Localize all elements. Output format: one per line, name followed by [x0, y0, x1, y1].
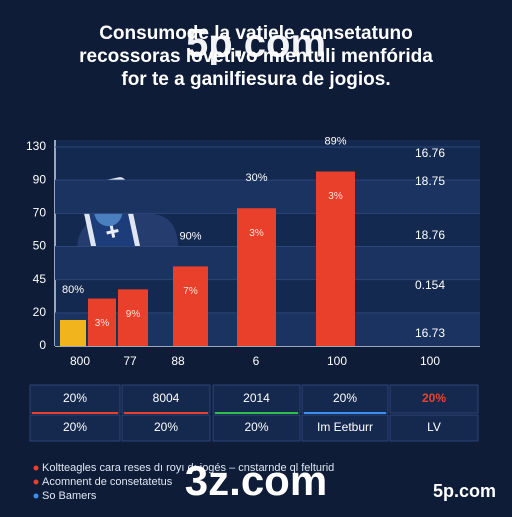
- table-text: 20%: [422, 391, 446, 405]
- bar-inner-label: 3%: [95, 318, 110, 329]
- watermark: 5p.com: [433, 481, 496, 501]
- legend-text: Koltteagles cara reses dı royı dı jogés …: [42, 462, 334, 474]
- table-cell: [301, 414, 389, 442]
- table-text: Im Eetburr: [317, 420, 373, 434]
- bar-inner-label: 3%: [249, 228, 264, 239]
- bar-annotation: 89%: [324, 135, 346, 147]
- right-label: 18.76: [415, 228, 445, 242]
- right-label: 16.76: [415, 146, 445, 160]
- x-tick-label: 100: [420, 354, 440, 368]
- table-cell: [212, 384, 301, 414]
- y-tick-label: 70: [33, 206, 47, 220]
- bar: [173, 266, 208, 346]
- table-text: 20%: [63, 420, 87, 434]
- bar-inner-label: 7%: [183, 286, 198, 297]
- table-text: 20%: [333, 391, 357, 405]
- legend-bullet: [33, 465, 39, 471]
- table-text: LV: [427, 420, 441, 434]
- x-tick-label: 6: [253, 354, 260, 368]
- bar-annotation: 90%: [179, 230, 201, 242]
- bar-annotation: 30%: [245, 172, 267, 184]
- x-tick-label: 88: [171, 354, 185, 368]
- bar: [88, 298, 116, 346]
- x-tick-label: 77: [123, 354, 137, 368]
- chart-title: for te a ganilfiesura de jogios.: [121, 69, 390, 90]
- table-text: 2014: [243, 391, 270, 405]
- table-text: 20%: [63, 391, 87, 405]
- table-cell: [29, 414, 121, 442]
- y-tick-label: 50: [33, 239, 47, 253]
- legend-bullet: [33, 479, 39, 485]
- chart-title: Consumode la vatiele consetatuno: [99, 23, 413, 44]
- y-tick-label: 130: [26, 139, 46, 153]
- bar: [60, 319, 86, 346]
- right-label: 16.73: [415, 326, 445, 340]
- y-tick-label: 0: [39, 338, 46, 352]
- right-label: 0.154: [415, 278, 445, 292]
- chart-title: recossoras lovetivo mientuli menfórida: [79, 46, 433, 67]
- bar-inner-label: 9%: [126, 309, 141, 320]
- watermark: 3z.com: [185, 457, 327, 504]
- x-tick-label: 100: [327, 354, 347, 368]
- table-cell: [301, 384, 389, 414]
- bar-annotation: 80%: [62, 284, 84, 296]
- y-tick-label: 45: [33, 272, 47, 286]
- right-label: 18.75: [415, 174, 445, 188]
- bar: [118, 289, 148, 346]
- bar-inner-label: 3%: [328, 191, 343, 202]
- legend-bullet: [33, 493, 39, 499]
- bar: [237, 208, 276, 346]
- x-tick-label: 800: [70, 354, 90, 368]
- bar: [316, 171, 355, 346]
- table-cell: [29, 384, 121, 414]
- table-cell: [389, 384, 479, 414]
- y-tick-label: 90: [33, 172, 47, 186]
- table-text: 8004: [153, 391, 180, 405]
- y-tick-label: 20: [33, 305, 47, 319]
- table-text: 20%: [154, 420, 178, 434]
- table-cell: [212, 414, 301, 442]
- legend-text: Acomnent de consetatetus: [42, 476, 173, 488]
- grid-band: [55, 180, 480, 214]
- table-cell: [121, 414, 211, 442]
- table-text: 20%: [244, 420, 268, 434]
- table-cell: [389, 414, 479, 442]
- legend-text: So Bamers: [42, 490, 97, 502]
- watermark: 5p.com: [186, 22, 326, 66]
